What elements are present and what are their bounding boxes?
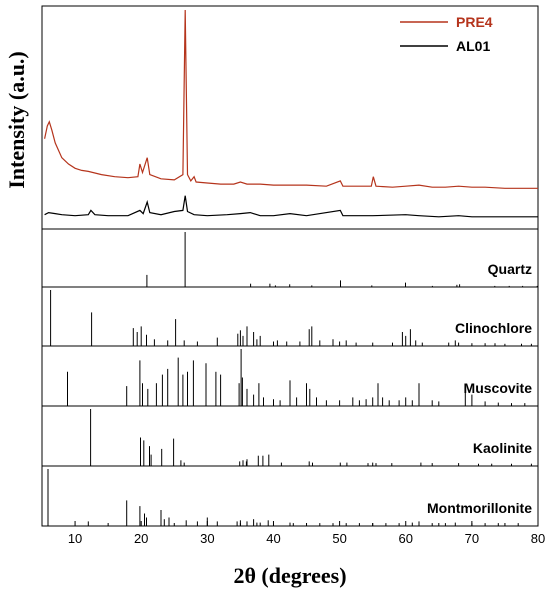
x-tick-label: 60 [398,531,412,546]
x-tick-label: 10 [68,531,82,546]
series-line-pre4 [44,9,538,189]
legend-label-pre4: PRE4 [456,14,493,30]
reference-label-muscovite: Muscovite [464,380,533,396]
reference-label-clinochlore: Clinochlore [455,320,532,336]
reference-label-kaolinite: Kaolinite [473,440,532,456]
series-layer [44,9,538,218]
legend-label-al01: AL01 [456,38,490,54]
reference-panel-frame [41,405,539,467]
x-tick-label: 20 [134,531,148,546]
x-tick-label: 80 [531,531,545,546]
reference-panel-montmorillonite: Montmorillonite [41,465,539,527]
reference-panel-quartz: Quartz [41,228,539,288]
reference-panels: Quartz Clinochlore Muscovite Kaolinite Montm… [41,228,539,527]
y-axis-label: Intensity (a.u.) [4,51,29,189]
reference-panel-frame [41,228,539,288]
x-axis: 10 20 30 40 50 60 70 80 [41,521,545,546]
x-tick-label: 70 [465,531,479,546]
legend: PRE4 AL01 [400,14,493,54]
reference-label-montmorillonite: Montmorillonite [427,500,532,516]
x-tick-label: 30 [200,531,214,546]
x-tick-label: 50 [332,531,346,546]
x-axis-label: 2θ (degrees) [233,563,346,588]
reference-panel-kaolinite: Kaolinite [41,405,539,467]
reference-panel-frame [41,465,539,527]
reference-panel-muscovite: Muscovite [41,345,539,407]
diffractogram-panel: PRE4 AL01 [41,5,539,230]
reference-panel-clinochlore: Clinochlore [41,286,539,347]
x-tick-label: 40 [266,531,280,546]
series-line-al01 [44,195,538,218]
reference-panel-frame [41,286,539,347]
reference-label-quartz: Quartz [488,261,532,277]
